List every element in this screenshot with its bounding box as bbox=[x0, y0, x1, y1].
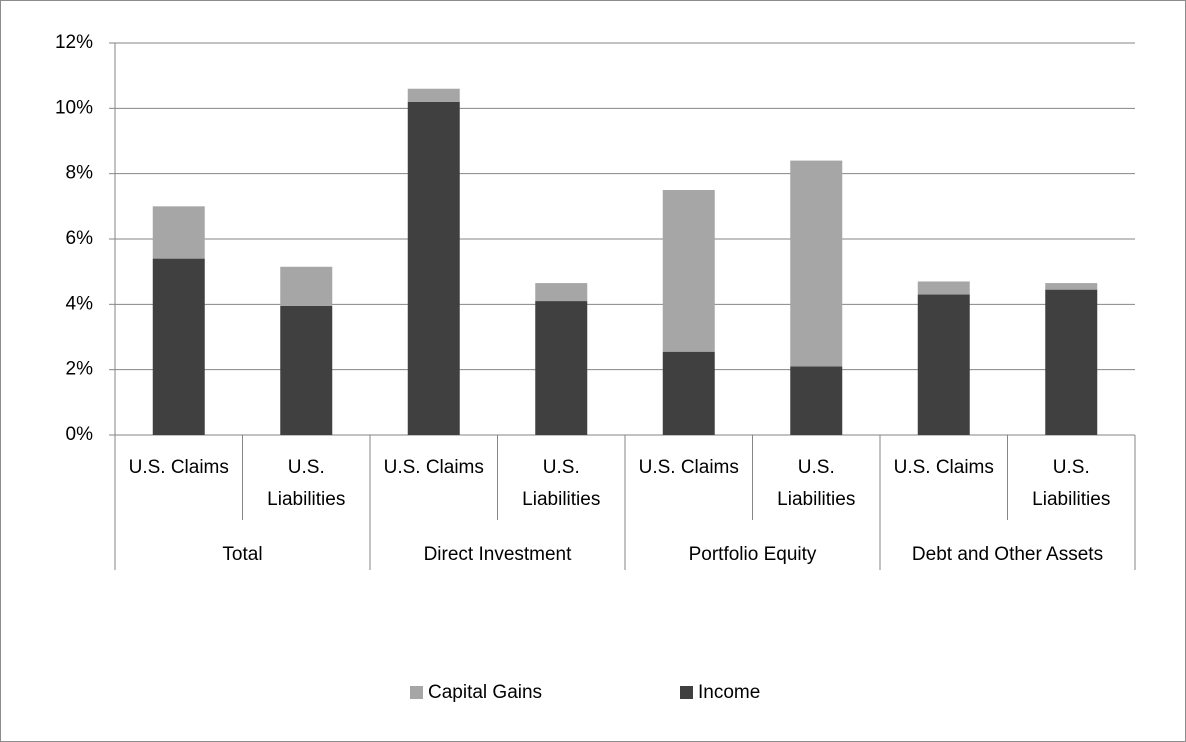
x-tick-label: U.S. Claims bbox=[383, 457, 484, 478]
y-tick-label: 8% bbox=[66, 163, 94, 184]
group-label: Portfolio Equity bbox=[688, 544, 817, 565]
legend-label: Income bbox=[698, 682, 760, 703]
bar-segment bbox=[280, 266, 333, 306]
group-label: Direct Investment bbox=[423, 544, 572, 565]
y-tick-label: 10% bbox=[55, 97, 93, 118]
bar-segment bbox=[1045, 289, 1098, 435]
bar-segment bbox=[280, 305, 333, 435]
x-tick-label: U.S. Claims bbox=[638, 457, 739, 478]
bar-segment bbox=[662, 190, 715, 352]
x-tick-label: U.S. Liabilities bbox=[522, 457, 601, 510]
bar-segment bbox=[917, 294, 970, 435]
group-label: Debt and Other Assets bbox=[911, 544, 1104, 565]
bar-segment bbox=[662, 351, 715, 435]
y-tick-label: 0% bbox=[66, 424, 94, 445]
bar-segment bbox=[152, 206, 205, 259]
bar-segment bbox=[790, 366, 843, 435]
y-tick-label: 6% bbox=[66, 228, 94, 249]
legend-swatch bbox=[410, 686, 423, 699]
x-tick-label: U.S. Liabilities bbox=[777, 457, 856, 510]
group-label: Total bbox=[222, 544, 263, 565]
bar-segment bbox=[535, 283, 588, 302]
bar-segment bbox=[407, 101, 460, 436]
y-tick-label: 4% bbox=[66, 293, 94, 314]
bar-segment bbox=[1045, 283, 1098, 290]
bar-segment bbox=[407, 88, 460, 102]
legend-label: Capital Gains bbox=[428, 682, 542, 703]
legend-swatch bbox=[680, 686, 693, 699]
bar-segment bbox=[535, 301, 588, 435]
bar-segment bbox=[790, 160, 843, 367]
y-tick-label: 2% bbox=[66, 359, 94, 380]
x-tick-label: U.S. Claims bbox=[893, 457, 994, 478]
bar-segment bbox=[152, 258, 205, 435]
x-tick-label: U.S. Liabilities bbox=[1032, 457, 1111, 510]
bar-segment bbox=[917, 281, 970, 295]
x-tick-label: U.S. Liabilities bbox=[267, 457, 346, 510]
y-tick-label: 12% bbox=[55, 32, 93, 53]
x-tick-label: U.S. Claims bbox=[128, 457, 229, 478]
